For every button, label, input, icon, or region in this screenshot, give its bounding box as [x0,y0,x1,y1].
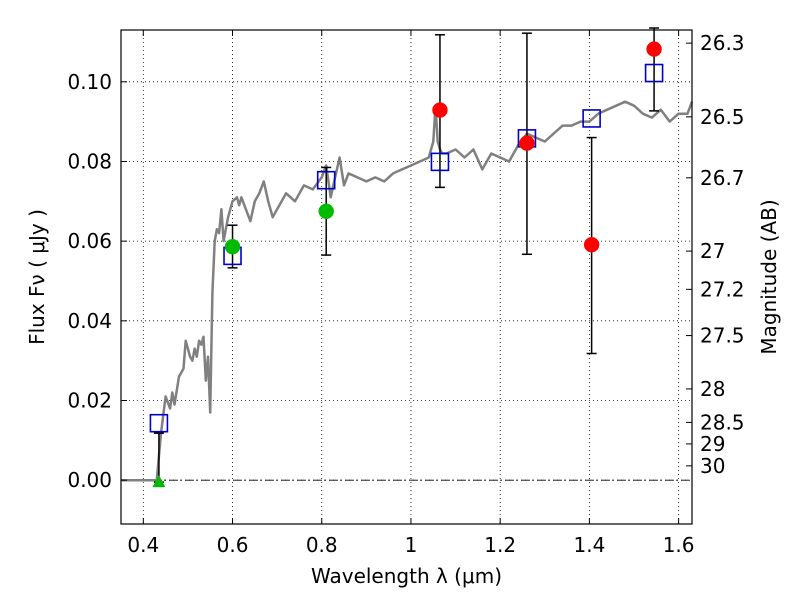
right-tick-label: 27.5 [700,324,745,348]
right-tick-label: 26.7 [700,166,745,190]
plot-frame [120,29,693,525]
grid-lines [121,30,692,524]
model-photometry-square [644,63,664,83]
x-axis-ticks: 0.4 0.6 0.8 1 1.2 1.4 1.6 [127,30,695,557]
observed-point-green [224,238,241,255]
y-tick-label: 0.04 [67,309,112,333]
y-tick-label: 0.10 [67,70,112,94]
x-axis-label: Wavelength λ (μm) [311,564,502,588]
model-spectrum-line [121,100,694,482]
x-tick-label: 0.8 [306,533,338,557]
x-tick-label: 1 [405,533,418,557]
x-tick-label: 1.6 [663,533,695,557]
y-tick-label: 0.06 [67,229,112,253]
observed-point-red [583,236,600,253]
right-tick-label: 29 [700,432,725,456]
right-axis-label: Magnitude (AB) [757,199,781,354]
y-tick-label: 0.00 [67,468,112,492]
model-photometry-square [149,413,169,433]
model-photometry-square [582,109,601,128]
observed-point-red [646,41,662,57]
model-photometry-square [316,170,336,190]
observed-points [152,41,662,488]
y-tick-label: 0.02 [67,389,112,413]
right-tick-label: 27.2 [700,277,745,301]
right-tick-label: 28.5 [700,410,745,434]
y-axis-ticks: 0.00 0.02 0.04 0.06 0.08 0.10 [67,70,127,492]
error-bars [153,27,660,483]
model-photometry-square [430,152,450,172]
x-tick-label: 1.4 [573,533,605,557]
upper-limit-triangle [152,475,166,488]
observed-point-green [318,203,334,220]
right-tick-label: 30 [700,454,725,478]
right-tick-label: 26.5 [700,105,745,129]
x-tick-label: 0.4 [127,533,159,557]
y-tick-label: 0.08 [67,149,112,173]
right-tick-label: 28 [700,377,725,401]
model-photometry-squares [149,63,664,433]
observed-point-red [519,135,535,151]
x-tick-label: 1.2 [484,533,516,557]
model-spectrum [121,100,694,482]
y-axis-label: Flux Fν ( μJy ) [25,209,49,345]
right-tick-label: 27 [700,239,725,263]
x-tick-label: 0.6 [217,533,249,557]
right-tick-label: 26.3 [700,31,745,55]
observed-point-red [432,102,448,118]
